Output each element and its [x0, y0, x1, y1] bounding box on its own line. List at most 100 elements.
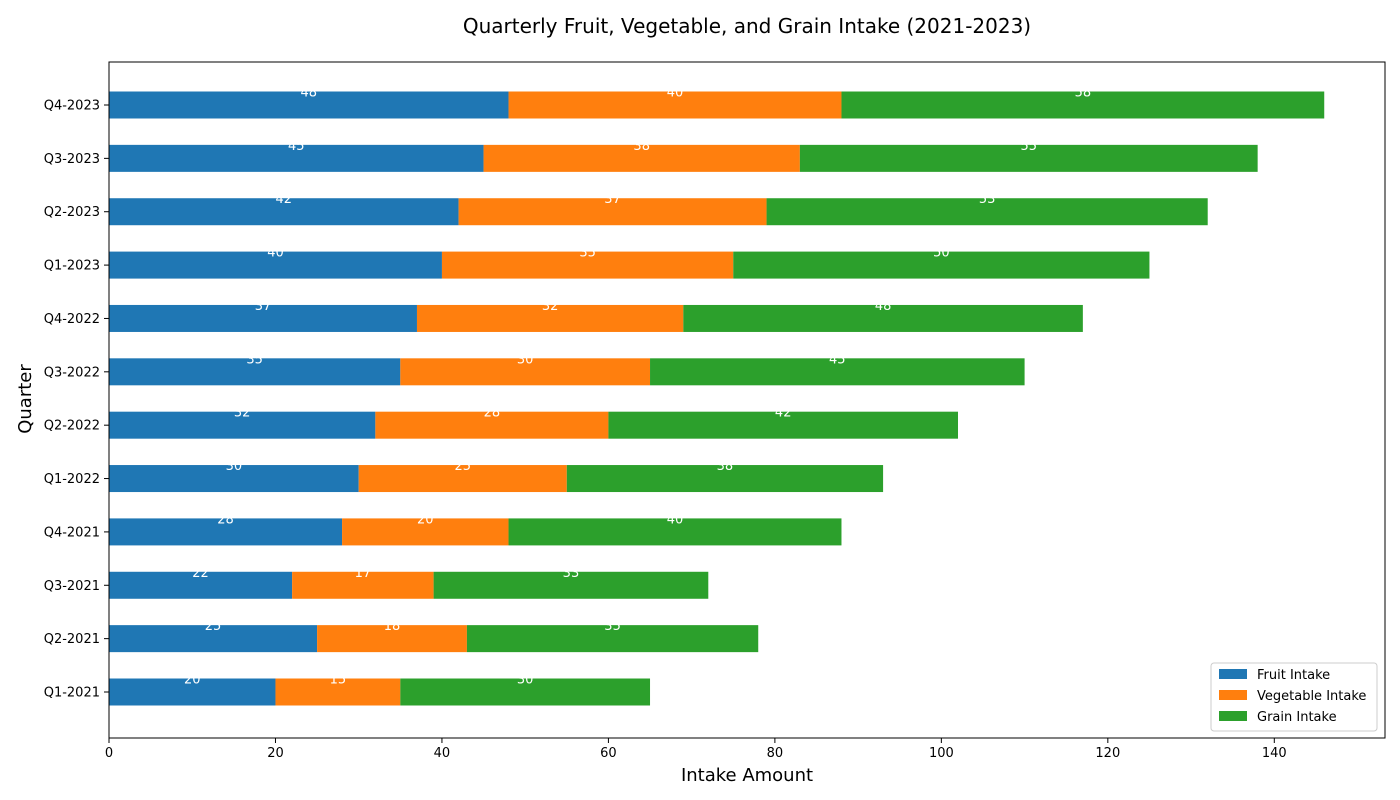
- data-label: 35: [579, 246, 596, 261]
- y-tick-label: Q2-2023: [44, 205, 100, 220]
- x-tick-label: 0: [105, 746, 113, 761]
- data-label: 15: [330, 673, 347, 688]
- data-label: 37: [255, 299, 272, 314]
- x-tick-label: 120: [1095, 746, 1120, 761]
- data-label: 42: [276, 192, 293, 207]
- x-tick-label: 100: [929, 746, 954, 761]
- bar-segment: [275, 678, 401, 706]
- data-label: 37: [604, 192, 621, 207]
- data-label: 40: [267, 246, 284, 261]
- bar-segment: [650, 358, 1025, 386]
- plot-frame: [108, 61, 1386, 739]
- bar-segment: [109, 304, 417, 332]
- legend-swatch: [1219, 690, 1247, 700]
- bar-segment: [109, 251, 442, 279]
- data-label: 18: [384, 619, 401, 634]
- bar-segment: [441, 251, 734, 279]
- legend-swatch: [1219, 711, 1247, 721]
- bar-segment: [433, 571, 709, 599]
- data-label: 38: [633, 139, 650, 154]
- bar-segment: [375, 411, 609, 439]
- y-tick-label: Q4-2022: [44, 312, 100, 327]
- data-label: 55: [1020, 139, 1037, 154]
- bar-segment: [458, 198, 767, 226]
- data-label: 25: [205, 619, 222, 634]
- y-tick-label: Q3-2022: [44, 365, 100, 380]
- bar-segment: [566, 465, 884, 493]
- legend-entry: Vegetable Intake: [1257, 689, 1366, 704]
- x-tick-label: 80: [767, 746, 784, 761]
- bar-segment: [766, 198, 1208, 226]
- data-label: 28: [484, 406, 501, 421]
- data-label: 48: [300, 86, 317, 101]
- data-label: 32: [234, 406, 251, 421]
- bar-segment: [109, 91, 509, 119]
- bar-segment: [466, 625, 759, 653]
- data-label: 17: [355, 566, 372, 581]
- x-tick-label: 40: [434, 746, 451, 761]
- bar-segment: [342, 518, 509, 546]
- data-label: 45: [288, 139, 305, 154]
- bar-segment: [799, 144, 1258, 172]
- data-label: 30: [517, 352, 534, 367]
- bar-segment: [841, 91, 1325, 119]
- bar-segment: [109, 518, 343, 546]
- data-label: 30: [517, 673, 534, 688]
- data-label: 58: [1075, 86, 1092, 101]
- y-axis-label: Quarter: [15, 364, 36, 434]
- data-label: 20: [417, 512, 434, 527]
- y-tick-label: Q1-2022: [44, 472, 100, 487]
- bar-segment: [358, 465, 567, 493]
- bar-segment: [733, 251, 1150, 279]
- data-label: 32: [542, 299, 559, 314]
- y-tick-label: Q3-2021: [44, 579, 100, 594]
- bar-segment: [109, 411, 376, 439]
- data-label: 20: [184, 673, 201, 688]
- legend-swatch: [1219, 669, 1247, 679]
- data-label: 40: [667, 86, 684, 101]
- bar-segment: [508, 518, 842, 546]
- data-label: 48: [875, 299, 892, 314]
- x-axis-label: Intake Amount: [681, 765, 813, 786]
- data-label: 45: [829, 352, 846, 367]
- bar-segment: [683, 304, 1083, 332]
- y-tick-label: Q2-2021: [44, 632, 100, 647]
- legend-entry: Grain Intake: [1257, 710, 1337, 725]
- plot-area: 20 15 30 25 18 35 22 17 33 28 20 40 30 25 38 32 28 42 35 30…: [108, 61, 1386, 739]
- bar-segment: [109, 198, 459, 226]
- data-label: 42: [775, 406, 792, 421]
- y-tick-label: Q2-2022: [44, 419, 100, 434]
- data-label: 28: [217, 512, 234, 527]
- bar-segment: [109, 465, 359, 493]
- bar-segment: [400, 358, 651, 386]
- data-label: 30: [226, 459, 243, 474]
- data-label: 53: [979, 192, 996, 207]
- chart-title: Quarterly Fruit, Vegetable, and Grain In…: [463, 14, 1031, 38]
- bar-segment: [109, 625, 318, 653]
- x-tick-label: 60: [600, 746, 617, 761]
- y-tick-label: Q4-2023: [44, 99, 100, 114]
- bar-segment: [608, 411, 959, 439]
- y-tick-label: Q3-2023: [44, 152, 100, 167]
- bar-segment: [400, 678, 651, 706]
- data-label: 33: [563, 566, 580, 581]
- data-label: 22: [192, 566, 209, 581]
- x-tick-label: 20: [267, 746, 284, 761]
- data-label: 35: [604, 619, 621, 634]
- legend: Fruit Intake Vegetable Intake Grain Intake: [1210, 662, 1378, 732]
- y-tick-label: Q1-2021: [44, 686, 100, 701]
- data-label: 38: [717, 459, 734, 474]
- x-tick-label: 140: [1262, 746, 1287, 761]
- y-axis: Q1-2021 Q2-2021 Q3-2021 Q4-2021 Q1-2022 Q2-20…: [44, 99, 109, 701]
- bar-segment: [292, 571, 434, 599]
- x-axis: 0 20 40 60 80 100 120 140: [105, 738, 1287, 761]
- data-label: 35: [246, 352, 263, 367]
- data-label: 50: [933, 246, 950, 261]
- bar-segment: [109, 678, 276, 706]
- bar-segment: [416, 304, 684, 332]
- data-label: 40: [667, 512, 684, 527]
- bar-segment: [483, 144, 800, 172]
- bar-segment: [508, 91, 842, 119]
- bar-segment: [109, 358, 401, 386]
